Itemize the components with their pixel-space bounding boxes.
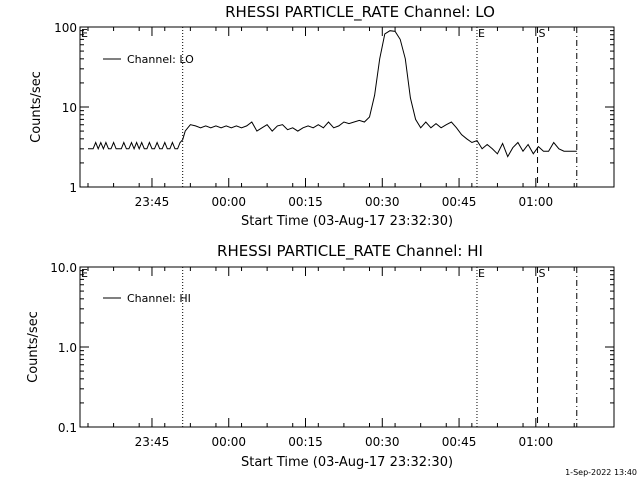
x-tick-label: 00:30 <box>365 195 400 209</box>
y-tick-label: 100 <box>54 21 77 35</box>
panel-hi: RHESSI PARTICLE_RATE Channel: HI Counts/… <box>26 242 615 470</box>
panel-lo-legend: Channel: LO <box>103 53 194 66</box>
panel-hi-legend: Channel: HI <box>103 292 191 305</box>
x-tick-label: 23:45 <box>135 195 170 209</box>
panel-lo-x-axis: 23:45 00:00 00:15 00:30 00:45 01:00 <box>87 27 575 209</box>
y-tick-label: 10 <box>62 101 77 115</box>
panel-lo-xlabel: Start Time (03-Aug-17 23:32:30) <box>241 214 453 229</box>
x-tick-label: 00:30 <box>365 435 400 449</box>
x-tick-label: 00:15 <box>288 435 323 449</box>
panel-hi-y-axis: 0.1 1.0 10.0 <box>50 261 614 435</box>
x-tick-label: 01:00 <box>519 435 554 449</box>
panel-hi-x-axis: 23:45 00:00 00:15 00:30 00:45 01:00 <box>87 267 575 449</box>
event-marker-label: S <box>539 267 546 280</box>
panel-lo-title: RHESSI PARTICLE_RATE Channel: LO <box>225 3 495 22</box>
panel-hi-ylabel: Counts/sec <box>26 311 41 383</box>
x-tick-label: 00:45 <box>442 435 477 449</box>
legend-entry-lo: Channel: LO <box>127 53 194 66</box>
x-tick-label: 00:00 <box>211 435 246 449</box>
panel-lo-ylabel: Counts/sec <box>29 71 44 143</box>
footer-timestamp: 1-Sep-2022 13:40 <box>565 468 637 477</box>
panel-hi-xlabel: Start Time (03-Aug-17 23:32:30) <box>241 455 453 470</box>
x-tick-label: 00:00 <box>211 195 246 209</box>
panel-lo-y-axis: 1 10 100 <box>54 21 614 195</box>
panel-lo: RHESSI PARTICLE_RATE Channel: LO Counts/… <box>29 3 615 229</box>
y-tick-label: 10.0 <box>50 261 77 275</box>
panel-hi-title: RHESSI PARTICLE_RATE Channel: HI <box>217 242 483 261</box>
x-tick-label: 00:45 <box>442 195 477 209</box>
y-tick-label: 0.1 <box>58 421 77 435</box>
x-tick-label: 23:45 <box>135 435 170 449</box>
legend-entry-hi: Channel: HI <box>127 292 191 305</box>
x-tick-label: 00:15 <box>288 195 323 209</box>
y-tick-label: 1.0 <box>58 341 77 355</box>
panel-lo-frame <box>79 26 615 188</box>
x-tick-label: 01:00 <box>519 195 554 209</box>
event-marker-label: E <box>81 27 88 40</box>
event-marker-label: E <box>81 267 88 280</box>
event-marker-label: S <box>539 27 546 40</box>
event-marker-label: E <box>478 267 485 280</box>
event-marker-label: E <box>478 27 485 40</box>
panel-hi-frame <box>79 266 615 428</box>
series-line-channel-lo <box>88 30 577 158</box>
y-tick-label: 1 <box>69 181 77 195</box>
